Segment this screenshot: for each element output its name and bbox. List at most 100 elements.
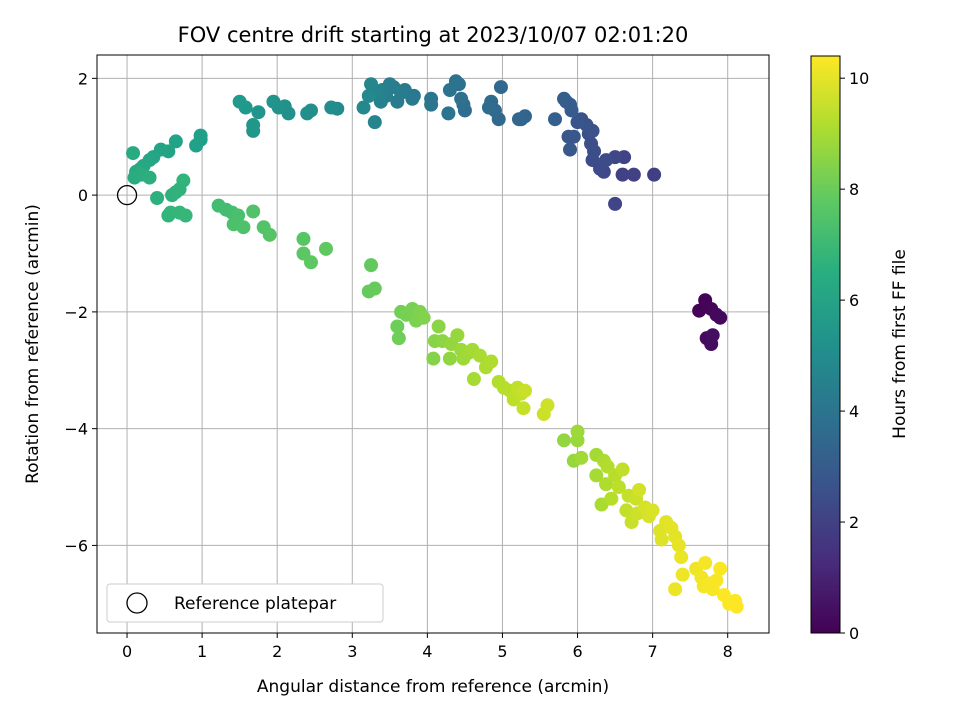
- data-point: [599, 477, 614, 492]
- x-axis-ticks: 0 1 2 3 4 5 6 7 8: [122, 633, 733, 661]
- data-point: [713, 310, 728, 325]
- colorbar-tick-label: 4: [849, 402, 859, 421]
- data-point: [251, 105, 266, 120]
- data-point: [246, 204, 261, 219]
- reference-point: [116, 184, 138, 206]
- data-point: [364, 77, 379, 92]
- data-point: [364, 258, 379, 273]
- data-point: [557, 91, 572, 106]
- colorbar: 0 2 4 6 8 10 Hours from first FF file: [810, 55, 910, 643]
- plot-frame: [96, 54, 770, 634]
- data-point: [589, 468, 604, 483]
- data-point: [692, 303, 707, 318]
- data-point: [557, 433, 572, 448]
- x-tick-label: 8: [723, 642, 733, 661]
- data-point: [615, 167, 630, 182]
- x-tick-label: 4: [422, 642, 432, 661]
- legend: Reference platepar: [106, 583, 384, 623]
- y-tick-label: −4: [64, 420, 88, 439]
- reference-marker: [116, 184, 138, 206]
- data-point: [390, 94, 405, 109]
- data-point: [698, 555, 713, 570]
- data-point: [511, 112, 526, 127]
- legend-entry-reference: Reference platepar: [174, 594, 336, 614]
- data-point: [189, 138, 204, 153]
- data-point: [674, 550, 689, 565]
- data-point: [390, 319, 405, 334]
- data-point: [632, 482, 647, 497]
- data-point: [548, 112, 563, 127]
- data-point: [324, 100, 339, 115]
- data-point: [161, 208, 176, 223]
- chart-title: FOV centre drift starting at 2023/10/07 …: [178, 23, 689, 47]
- y-axis-label: Rotation from reference (arcmin): [23, 204, 43, 484]
- x-tick-label: 3: [347, 642, 357, 661]
- data-point: [367, 115, 382, 130]
- data-point: [319, 241, 334, 256]
- y-tick-label: −6: [64, 536, 88, 555]
- y-tick-label: 2: [78, 69, 88, 88]
- data-point: [668, 582, 683, 597]
- colorbar-gradient: [810, 55, 841, 634]
- data-point: [705, 328, 720, 343]
- data-point: [626, 167, 641, 182]
- colorbar-tick-label: 2: [849, 513, 859, 532]
- data-point: [472, 348, 487, 363]
- colorbar-label: Hours from first FF file: [890, 249, 910, 439]
- data-point: [176, 173, 191, 188]
- data-point: [561, 129, 576, 144]
- data-point: [426, 351, 441, 366]
- data-point: [517, 383, 532, 398]
- x-axis-label: Angular distance from reference (arcmin): [257, 677, 609, 697]
- data-point: [671, 538, 686, 553]
- grid-lines: [97, 55, 769, 633]
- data-point: [391, 331, 406, 346]
- data-point: [574, 450, 589, 465]
- data-point: [675, 567, 690, 582]
- data-point: [516, 401, 531, 416]
- data-point: [303, 255, 318, 270]
- legend-marker: [126, 592, 148, 614]
- data-point: [481, 100, 496, 115]
- x-tick-label: 1: [197, 642, 207, 661]
- data-point: [713, 561, 728, 576]
- data-point: [266, 94, 281, 109]
- x-tick-label: 7: [648, 642, 658, 661]
- data-point: [424, 91, 439, 106]
- y-tick-label: −2: [64, 303, 88, 322]
- data-point: [356, 100, 371, 115]
- data-point: [493, 80, 508, 95]
- y-axis-ticks: −6 −4 −2 0 2: [64, 69, 97, 555]
- x-tick-label: 6: [572, 642, 582, 661]
- y-tick-label: 0: [78, 186, 88, 205]
- data-point: [540, 398, 555, 413]
- colorbar-tick-label: 0: [849, 624, 859, 643]
- data-point: [563, 142, 578, 157]
- data-point: [570, 115, 585, 130]
- legend-box: [106, 583, 384, 623]
- data-point: [570, 424, 585, 439]
- colorbar-tick-label: 6: [849, 291, 859, 310]
- data-point: [296, 231, 311, 246]
- data-points: [126, 74, 744, 614]
- data-point: [645, 503, 660, 518]
- data-point: [236, 220, 251, 235]
- data-point: [262, 227, 277, 242]
- colorbar-tick-label: 10: [849, 69, 869, 88]
- colorbar-tick-label: 8: [849, 180, 859, 199]
- data-point: [608, 196, 623, 211]
- x-tick-label: 2: [272, 642, 282, 661]
- data-point: [367, 281, 382, 296]
- data-point: [416, 310, 431, 325]
- data-point: [361, 88, 376, 103]
- data-point: [300, 106, 315, 121]
- data-point: [599, 153, 614, 168]
- data-point: [450, 328, 465, 343]
- data-point: [142, 170, 157, 185]
- data-point: [466, 372, 481, 387]
- data-point: [611, 480, 626, 495]
- data-point: [246, 118, 261, 133]
- data-point: [168, 134, 183, 149]
- data-point: [431, 319, 446, 334]
- data-point: [604, 491, 619, 506]
